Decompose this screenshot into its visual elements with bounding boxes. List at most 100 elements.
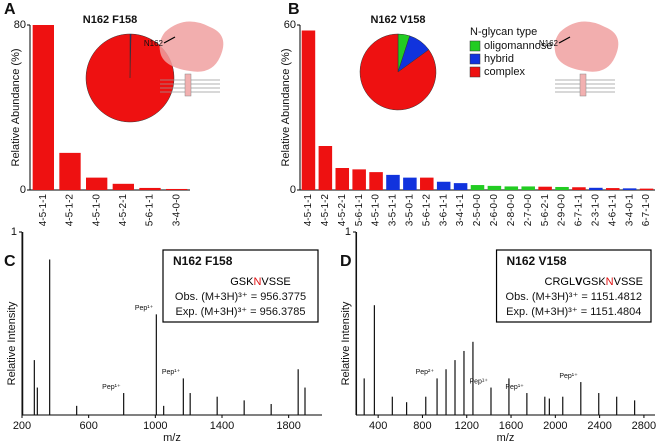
x-tick-label: 4-5-2-1: [337, 194, 348, 227]
info-box: [162, 249, 319, 323]
legend-swatch: [469, 53, 481, 65]
x-tick-label: 2-9-0-0: [557, 194, 568, 227]
x-tick-label: 800: [413, 420, 431, 432]
x-tick-label: 2-7-0-0: [523, 194, 534, 227]
x-tick-label: 4-5-1-2: [320, 194, 331, 227]
bar: [605, 188, 620, 190]
bar: [301, 30, 316, 190]
x-tick-label: 4-5-1-2: [65, 194, 76, 227]
sequence: CRGLVGSKNVSSE: [545, 276, 643, 288]
site-label: N162: [144, 39, 164, 48]
legend-label: oligomannose: [484, 40, 553, 52]
y-tick-label: 80: [14, 19, 26, 31]
peak-label: Pep¹⁺: [102, 384, 121, 391]
x-tick-label: 5-6-2-1: [540, 194, 551, 227]
expected-mass: Exp. (M+3H)³⁺ = 1151.4804: [506, 306, 641, 318]
x-tick-label: 1600: [499, 420, 523, 432]
x-tick-label: 6-7-1-1: [574, 194, 585, 227]
y-axis-label: Relative Intensity: [340, 301, 352, 385]
pie-slice: [359, 33, 437, 111]
site-arrow: [163, 36, 176, 44]
observed-mass: Obs. (M+3H)³⁺ = 1151.4812: [506, 291, 642, 303]
anchor: [184, 73, 192, 97]
bar: [112, 183, 134, 190]
y-tick-label: 1: [345, 226, 351, 238]
protein-cartoon: [554, 21, 619, 72]
x-tick-label: 5-6-1-1: [354, 194, 365, 227]
pie-title: N162 F158: [83, 14, 137, 26]
site-label: N162: [539, 39, 559, 48]
x-tick-label: 2800: [632, 420, 656, 432]
sequence-part: GSK: [230, 276, 254, 288]
y-axis-label: Relative Abundance (%): [280, 48, 292, 166]
y-tick-label: 60: [284, 19, 296, 31]
peak-label: Pep¹⁺: [559, 373, 578, 380]
protein-cartoon: [159, 21, 224, 72]
x-tick-label: 600: [79, 420, 97, 432]
box-title: N162 F158: [173, 254, 233, 268]
y-axis-label: Relative Intensity: [6, 301, 18, 385]
x-tick-label: 2-8-0-0: [506, 194, 517, 227]
bar: [86, 177, 108, 190]
x-tick-label: 3-5-1-1: [388, 194, 399, 227]
x-tick-label: 1800: [276, 420, 300, 432]
sequence: GSKNVSSE: [230, 276, 291, 288]
bar: [436, 181, 451, 190]
x-tick-label: 3-4-0-0: [171, 194, 182, 227]
x-tick-label: 2400: [587, 420, 611, 432]
sequence-part: VSSE: [614, 276, 643, 288]
bar: [59, 152, 81, 190]
anchor: [579, 73, 587, 97]
panel-label: B: [288, 1, 300, 18]
x-tick-label: 3-4-0-1: [624, 194, 635, 227]
sequence-part: CRGL: [545, 276, 576, 288]
bar: [572, 187, 586, 190]
observed-mass: Obs. (M+3H)³⁺ = 956.3775: [175, 291, 306, 303]
x-tick-label: 3-4-1-1: [455, 194, 466, 227]
legend-label: complex: [484, 66, 525, 78]
legend-swatch: [469, 40, 481, 52]
bar: [318, 146, 333, 190]
x-axis-label: m/z: [163, 432, 181, 441]
x-tick-label: 1400: [210, 420, 234, 432]
bar: [487, 185, 502, 190]
panel-label: C: [4, 253, 16, 270]
sequence-part: N: [606, 276, 614, 288]
bar: [386, 174, 400, 190]
x-tick-label: 4-5-1-0: [91, 194, 102, 227]
x-tick-label: 1000: [143, 420, 167, 432]
x-tick-label: 2-3-1-0: [590, 194, 601, 227]
peak-label: Pep¹⁺: [470, 378, 489, 385]
x-tick-label: 1200: [454, 420, 478, 432]
x-tick-label: 5-6-1-1: [145, 194, 156, 227]
peak-label: Pep²⁺: [416, 369, 435, 376]
x-tick-label: 2-6-0-0: [489, 194, 500, 227]
x-axis-label: m/z: [497, 432, 515, 441]
site-arrow: [558, 36, 571, 44]
bar: [555, 186, 569, 190]
bar: [453, 183, 468, 190]
sequence-part: N: [253, 276, 261, 288]
x-tick-label: 6-7-1-0: [641, 194, 652, 227]
bar: [521, 186, 535, 190]
peak-label: Pep¹⁺: [162, 369, 181, 376]
bar: [622, 188, 637, 190]
bar: [639, 188, 654, 190]
bar: [139, 187, 161, 190]
y-axis-label: Relative Abundance (%): [10, 48, 22, 166]
x-tick-label: 3-6-1-1: [438, 194, 449, 227]
panel-label: A: [4, 1, 16, 18]
sequence-part: VSSE: [261, 276, 290, 288]
x-tick-label: 400: [369, 420, 387, 432]
sequence-part: GSK: [582, 276, 606, 288]
peak-label: Pep¹⁺: [505, 384, 524, 391]
box-title: N162 V158: [507, 254, 567, 268]
peak-label: Pep¹⁺: [135, 305, 154, 312]
pie-title: N162 V158: [370, 14, 425, 26]
bar: [32, 25, 54, 190]
bar: [352, 169, 366, 190]
x-tick-label: 4-5-2-1: [118, 194, 129, 227]
expected-mass: Exp. (M+3H)³⁺ = 956.3785: [176, 306, 306, 318]
x-tick-label: 4-5-1-1: [38, 194, 49, 227]
x-tick-label: 3-5-0-1: [405, 194, 416, 227]
